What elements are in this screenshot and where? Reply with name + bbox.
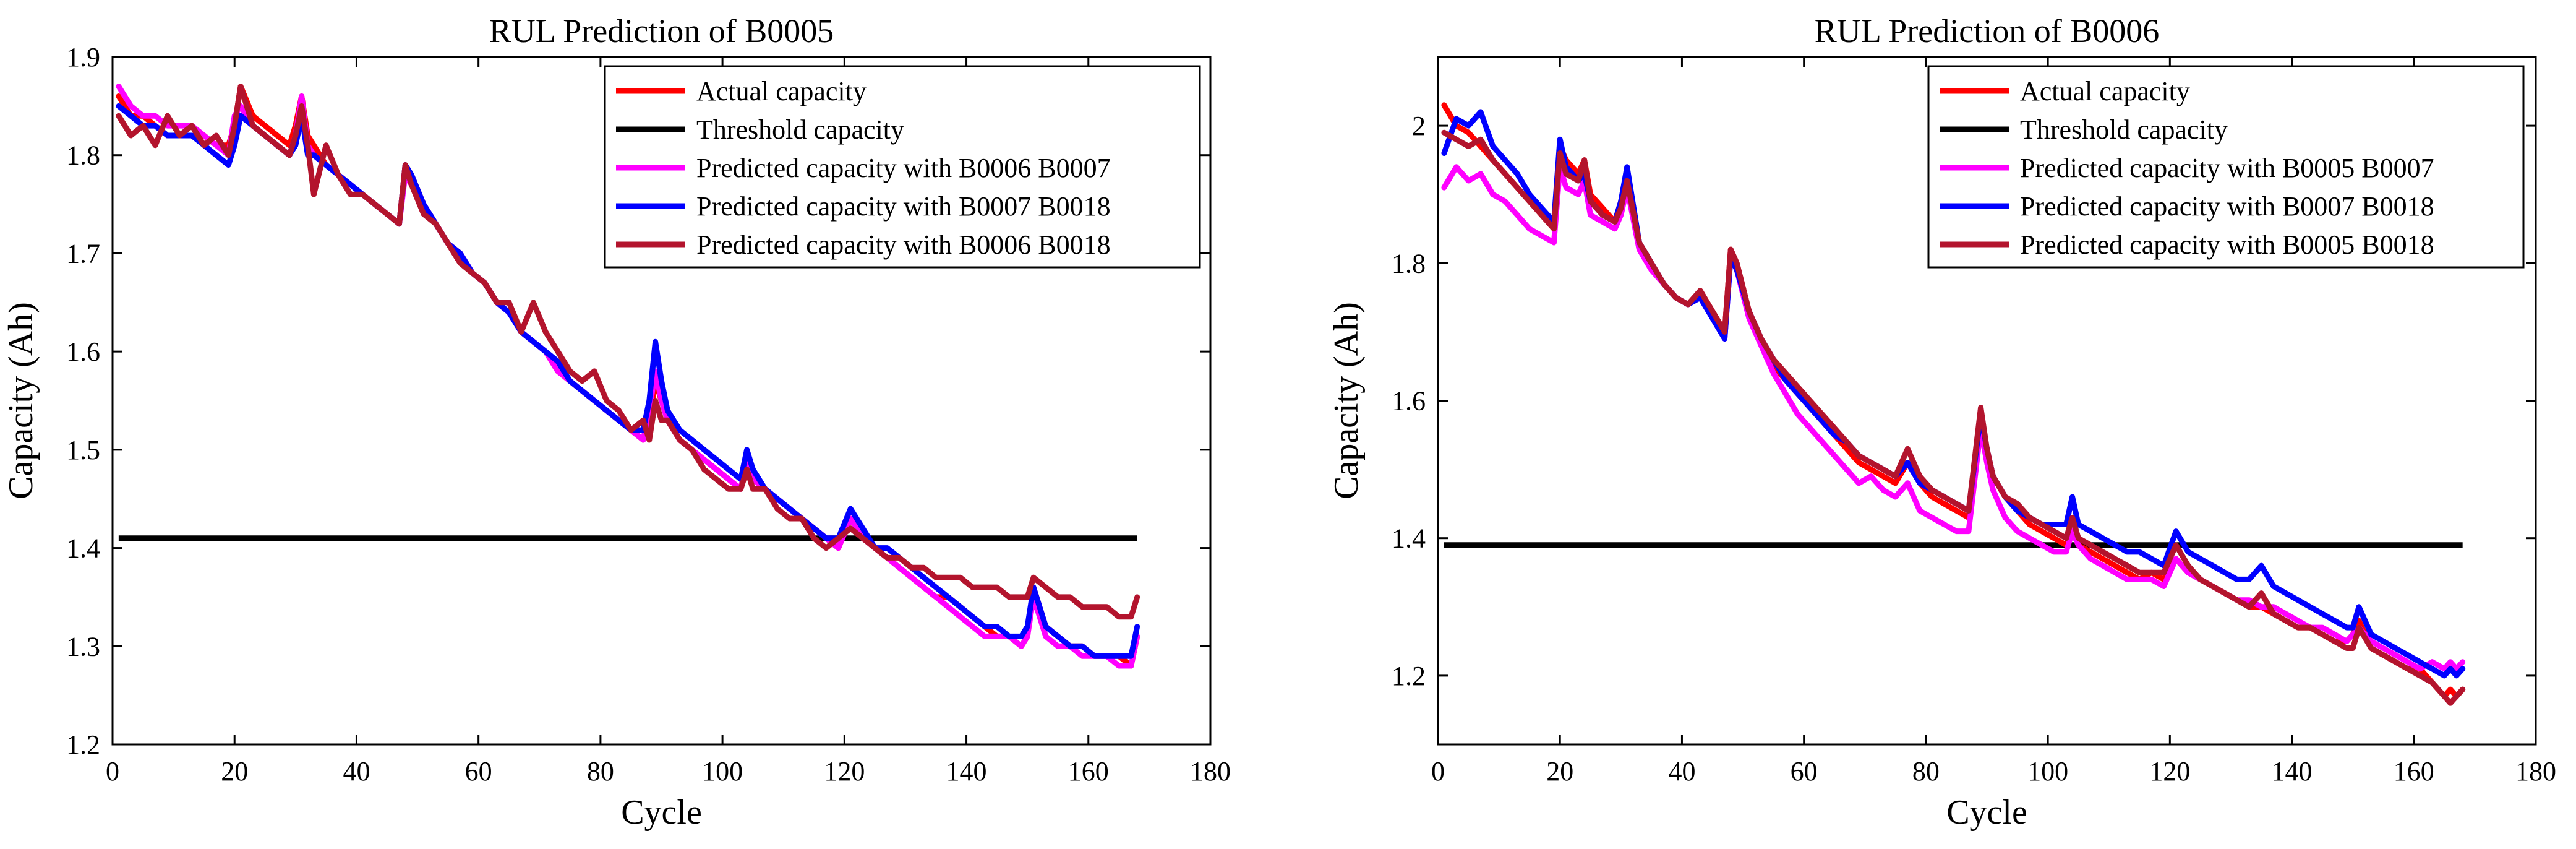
x-tick-label: 100 <box>2027 756 2068 787</box>
y-tick-label: 1.8 <box>66 140 100 171</box>
legend: Actual capacity Threshold capacity Predict… <box>604 65 1201 269</box>
legend-label: Predicted capacity with B0006 B0018 <box>696 230 1111 260</box>
x-tick-label: 140 <box>946 756 987 787</box>
x-tick-label: 40 <box>1668 756 1695 787</box>
x-tick-label: 0 <box>106 756 119 787</box>
legend-label: Predicted capacity with B0005 B0018 <box>2020 230 2434 260</box>
legend-label: Threshold capacity <box>2020 114 2228 145</box>
x-tick-label: 0 <box>1431 756 1445 787</box>
chart-panel-2: 0 20 40 60 80 100 120 140 160 180 1.2 1.4 1.6 1.8 2 RUL… <box>1327 12 2556 832</box>
legend-label: Threshold capacity <box>696 114 904 145</box>
y-tick-label: 1.4 <box>1392 524 1426 554</box>
legend-label: Predicted capacity with B0005 B0007 <box>2020 153 2434 183</box>
x-axis-label: Cycle <box>621 793 702 832</box>
x-tick-label: 140 <box>2272 756 2313 787</box>
chart-title: RUL Prediction of B0005 <box>489 12 834 50</box>
x-tick-label: 100 <box>702 756 743 787</box>
x-tick-label: 80 <box>587 756 614 787</box>
y-tick-label: 1.9 <box>66 42 100 72</box>
x-tick-label: 80 <box>1912 756 1940 787</box>
y-tick-label: 1.2 <box>66 730 100 760</box>
y-axis-label: Capacity (Ah) <box>1327 302 1366 499</box>
y-tick-label: 1.8 <box>1392 248 1426 278</box>
y-tick-label: 2 <box>1412 111 1426 141</box>
legend-label: Actual capacity <box>696 76 867 106</box>
legend-label: Predicted capacity with B0007 B0018 <box>2020 191 2434 222</box>
y-tick-label: 1.3 <box>66 631 100 662</box>
y-tick-label: 1.6 <box>66 337 100 367</box>
x-tick-label: 20 <box>221 756 248 787</box>
legend-label: Actual capacity <box>2020 76 2190 106</box>
y-tick-label: 1.5 <box>66 435 100 465</box>
x-tick-label: 160 <box>1068 756 1109 787</box>
y-tick-label: 1.4 <box>66 533 100 564</box>
series-line-4 <box>1441 129 2466 706</box>
y-tick-label: 1.2 <box>1392 661 1426 691</box>
legend: Actual capacity Threshold capacity Predict… <box>1927 65 2525 269</box>
y-tick-label: 1.6 <box>1392 386 1426 416</box>
x-axis-label: Cycle <box>1946 793 2027 832</box>
legend-label: Predicted capacity with B0006 B0007 <box>696 153 1111 183</box>
x-tick-label: 180 <box>1190 756 1231 787</box>
x-tick-label: 40 <box>343 756 370 787</box>
y-tick-label: 1.7 <box>66 238 100 269</box>
chart-title: RUL Prediction of B0006 <box>1815 12 2159 50</box>
x-tick-label: 180 <box>2515 756 2556 787</box>
x-tick-label: 60 <box>465 756 492 787</box>
legend-box <box>604 65 1201 269</box>
x-tick-label: 120 <box>2149 756 2190 787</box>
series-line-4 <box>116 84 1140 620</box>
x-tick-label: 160 <box>2394 756 2434 787</box>
x-tick-label: 120 <box>824 756 865 787</box>
x-tick-label: 60 <box>1791 756 1818 787</box>
chart-panel-1: 0 20 40 60 80 100 120 140 160 180 1.2 1.3 1.4 1.5 1.6 1… <box>2 12 1231 832</box>
legend-label: Predicted capacity with B0007 B0018 <box>696 191 1111 222</box>
legend-box <box>1927 65 2525 269</box>
y-axis-label: Capacity (Ah) <box>2 302 40 499</box>
x-tick-label: 20 <box>1546 756 1573 787</box>
